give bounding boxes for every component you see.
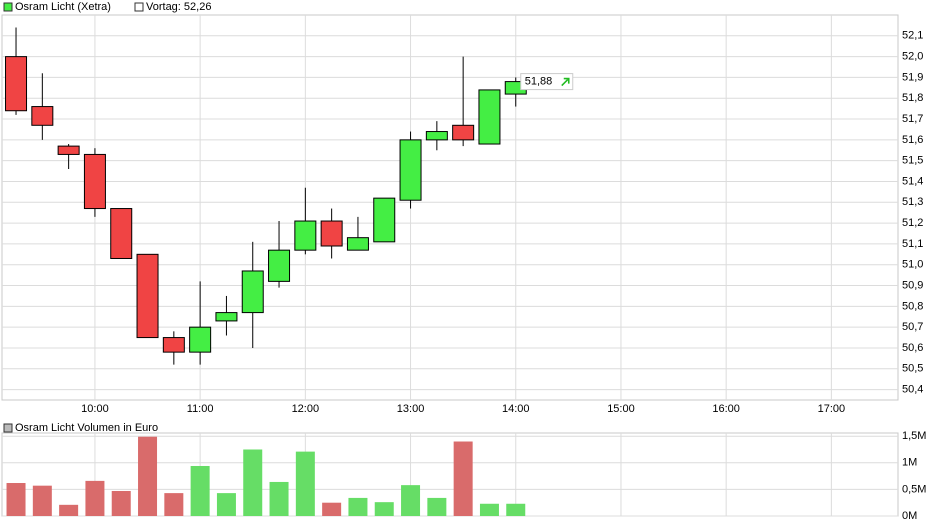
y-tick-label: 51,3 [902, 196, 923, 208]
price-frame [1, 14, 899, 401]
candle-body [162, 337, 185, 353]
candle-body [399, 139, 422, 201]
candle-body [425, 131, 448, 141]
volume-bar [479, 503, 499, 516]
volume-bar [427, 497, 447, 516]
candle-body [241, 270, 264, 314]
candle-body [452, 124, 475, 141]
reference-label: Vortag: 52,26 [146, 1, 211, 13]
y-tick-label: 50,4 [902, 384, 923, 396]
legend-label: Osram Licht (Xetra) [15, 1, 111, 13]
y-tick-label: 50,6 [902, 342, 923, 354]
y-tick-label: 50,7 [902, 321, 923, 333]
candle-body [373, 197, 396, 243]
candle-body [83, 153, 106, 210]
x-tick-label: 14:00 [502, 403, 530, 415]
y-tick-label: 51,0 [902, 259, 923, 271]
legend-swatch [3, 2, 13, 12]
candle-body [478, 89, 501, 145]
legend-label: Osram Licht Volumen in Euro [15, 422, 158, 434]
x-tick-label: 11:00 [187, 403, 214, 415]
up-arrow [561, 77, 570, 87]
x-tick-label: 17:00 [818, 403, 846, 415]
volume-bar [138, 436, 158, 516]
volume-bar [506, 503, 526, 516]
volume-bar [348, 497, 368, 516]
y-tick-label: 51,9 [902, 71, 923, 83]
y-tick-label: 51,6 [902, 134, 923, 146]
candle-body [268, 249, 291, 282]
volume-bar [401, 485, 421, 516]
volume-bar [32, 485, 52, 516]
y-tick-label: 51,2 [902, 217, 923, 229]
volume-bar [295, 451, 315, 516]
candle-body [5, 56, 28, 112]
x-tick-label: 10:00 [81, 403, 109, 415]
volume-bar [59, 504, 79, 516]
legend-swatch [134, 2, 144, 12]
y-tick-label: 51,7 [902, 113, 923, 125]
y-tick-label: 51,8 [902, 92, 923, 104]
x-tick-label: 16:00 [712, 403, 740, 415]
y-tick-label: 50,8 [902, 300, 923, 312]
volume-frame [1, 432, 899, 517]
volume-bar [216, 493, 236, 516]
volume-bar [269, 481, 289, 516]
y-tick-label: 0M [902, 510, 917, 522]
x-tick-label: 13:00 [397, 403, 425, 415]
y-tick-label: 1,5M [902, 430, 926, 442]
y-tick-label: 0,5M [902, 483, 926, 495]
last-value-box [520, 73, 574, 91]
volume-bar [243, 449, 263, 516]
legend-swatch [3, 423, 13, 433]
volume-bar [190, 465, 210, 516]
volume-bar [453, 441, 473, 516]
y-tick-label: 52,1 [902, 30, 923, 42]
y-tick-label: 51,5 [902, 155, 923, 167]
candle-body [294, 220, 317, 251]
volume-bar [6, 483, 26, 516]
candle-body [31, 106, 54, 126]
volume-bar [85, 480, 105, 516]
candle-body [136, 253, 159, 339]
y-tick-label: 50,5 [902, 363, 923, 375]
y-tick-label: 50,9 [902, 279, 923, 291]
volume-bar [164, 493, 184, 516]
candle-body [320, 220, 343, 247]
volume-bar [322, 502, 342, 516]
last-value-label: 51,88 [525, 76, 553, 88]
volume-bar [111, 490, 131, 516]
candle-body [110, 208, 133, 259]
y-tick-label: 51,1 [902, 238, 923, 250]
y-tick-label: 52,0 [902, 51, 923, 63]
y-tick-label: 51,4 [902, 175, 923, 187]
candle-body [215, 312, 238, 322]
candle-body [189, 326, 212, 353]
x-tick-label: 12:00 [292, 403, 320, 415]
volume-bar [374, 502, 394, 516]
candle-body [57, 145, 80, 155]
y-tick-label: 1M [902, 457, 917, 469]
candle-body [346, 237, 369, 251]
x-tick-label: 15:00 [607, 403, 635, 415]
